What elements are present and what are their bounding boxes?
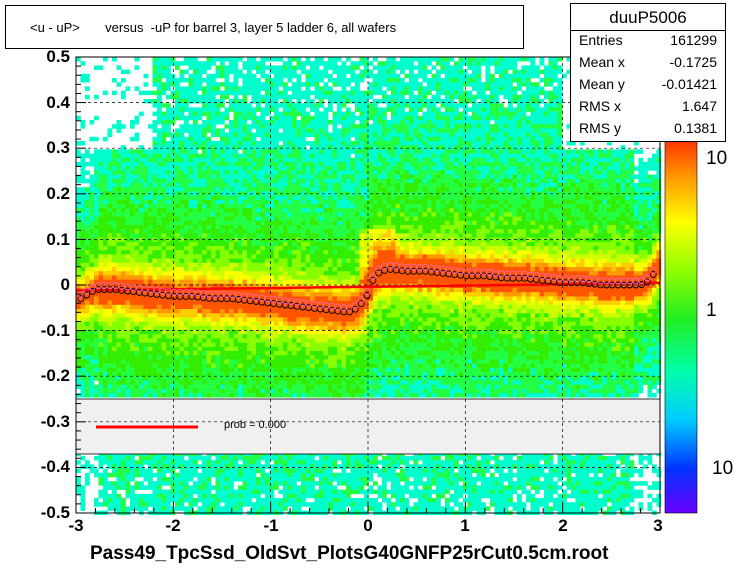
stat-value: -0.01421 bbox=[661, 76, 717, 92]
y-tick-label: 0.5 bbox=[46, 47, 70, 66]
stats-divider bbox=[571, 30, 725, 31]
legend-fit-label: prob = 0.000 bbox=[224, 419, 287, 431]
x-tick-label: 0 bbox=[363, 516, 373, 535]
stat-label: Mean x bbox=[579, 54, 625, 70]
color-scale-label: 10 bbox=[706, 148, 728, 169]
stats-row-rms-x: RMS x 1.647 bbox=[571, 98, 725, 120]
y-tick-label: -0.2 bbox=[40, 366, 70, 385]
x-tick-label: -2 bbox=[165, 516, 181, 535]
profile-point-alt bbox=[369, 272, 377, 280]
x-tick-label: 1 bbox=[460, 516, 470, 535]
title-box: <u - uP> versus -uP for barrel 3, layer … bbox=[5, 5, 524, 49]
y-tick-label: 0 bbox=[60, 275, 70, 294]
y-tick-label: 0.1 bbox=[46, 230, 70, 249]
stats-row-entries: Entries 161299 bbox=[571, 32, 725, 54]
x-axis-label: Pass49_TpcSsd_OldSvt_PlotsG40GNFP25rCut0… bbox=[90, 543, 609, 564]
profile-point bbox=[363, 292, 371, 299]
profile-point bbox=[83, 291, 91, 299]
y-tick-label: 0.4 bbox=[46, 93, 70, 112]
axis-tick-marks bbox=[75, 56, 661, 514]
color-scale-label: 1 bbox=[706, 300, 717, 321]
profile-point bbox=[643, 278, 651, 286]
x-tick-label: -1 bbox=[263, 516, 279, 535]
stat-value: 1.647 bbox=[681, 98, 717, 114]
color-scale-bar bbox=[665, 140, 697, 513]
profile-point bbox=[638, 281, 645, 288]
y-tick-label: 0.3 bbox=[46, 138, 70, 157]
profile-point bbox=[346, 308, 353, 316]
profile-point bbox=[649, 271, 657, 279]
color-scale-label: 10 bbox=[712, 458, 734, 479]
stats-row-mean-y: Mean y -0.01421 bbox=[571, 76, 725, 98]
stat-label: Mean y bbox=[579, 76, 625, 92]
profile-point bbox=[369, 276, 377, 284]
profile-point bbox=[375, 269, 383, 277]
x-tick-label: 3 bbox=[653, 516, 663, 535]
stat-value: -0.1725 bbox=[669, 54, 717, 70]
profile-point bbox=[77, 295, 85, 303]
profile-point-alt bbox=[649, 267, 657, 275]
x-tick-label: 2 bbox=[558, 516, 568, 535]
heatmap-cells bbox=[76, 57, 662, 516]
stats-row-mean-x: Mean x -0.1725 bbox=[571, 54, 725, 76]
stat-value: 161299 bbox=[670, 32, 717, 48]
stat-label: RMS x bbox=[579, 98, 621, 114]
profile-point bbox=[351, 305, 359, 313]
stats-row-rms-y: RMS y 0.1381 bbox=[571, 120, 725, 142]
stat-label: Entries bbox=[579, 32, 623, 48]
y-tick-label: -0.1 bbox=[40, 321, 70, 340]
y-tick-label: 0.2 bbox=[46, 184, 70, 203]
stats-box: duuP5006 Entries 161299 Mean x -0.1725 M… bbox=[570, 3, 726, 142]
profile-point bbox=[357, 300, 365, 308]
stat-value: 0.1381 bbox=[674, 120, 717, 136]
stat-label: RMS y bbox=[579, 120, 621, 136]
y-tick-label: -0.4 bbox=[40, 457, 70, 476]
plot-title: <u - uP> versus -uP for barrel 3, layer … bbox=[30, 20, 397, 35]
profile-points bbox=[77, 261, 657, 316]
y-tick-label: -0.5 bbox=[40, 503, 70, 522]
profile-point-alt bbox=[643, 274, 651, 282]
y-tick-label: -0.3 bbox=[40, 412, 70, 431]
x-tick-label: -3 bbox=[68, 516, 84, 535]
stats-histogram-name: duuP5006 bbox=[609, 8, 687, 27]
profile-point-alt bbox=[363, 288, 371, 295]
profile-point-alt bbox=[357, 296, 365, 304]
